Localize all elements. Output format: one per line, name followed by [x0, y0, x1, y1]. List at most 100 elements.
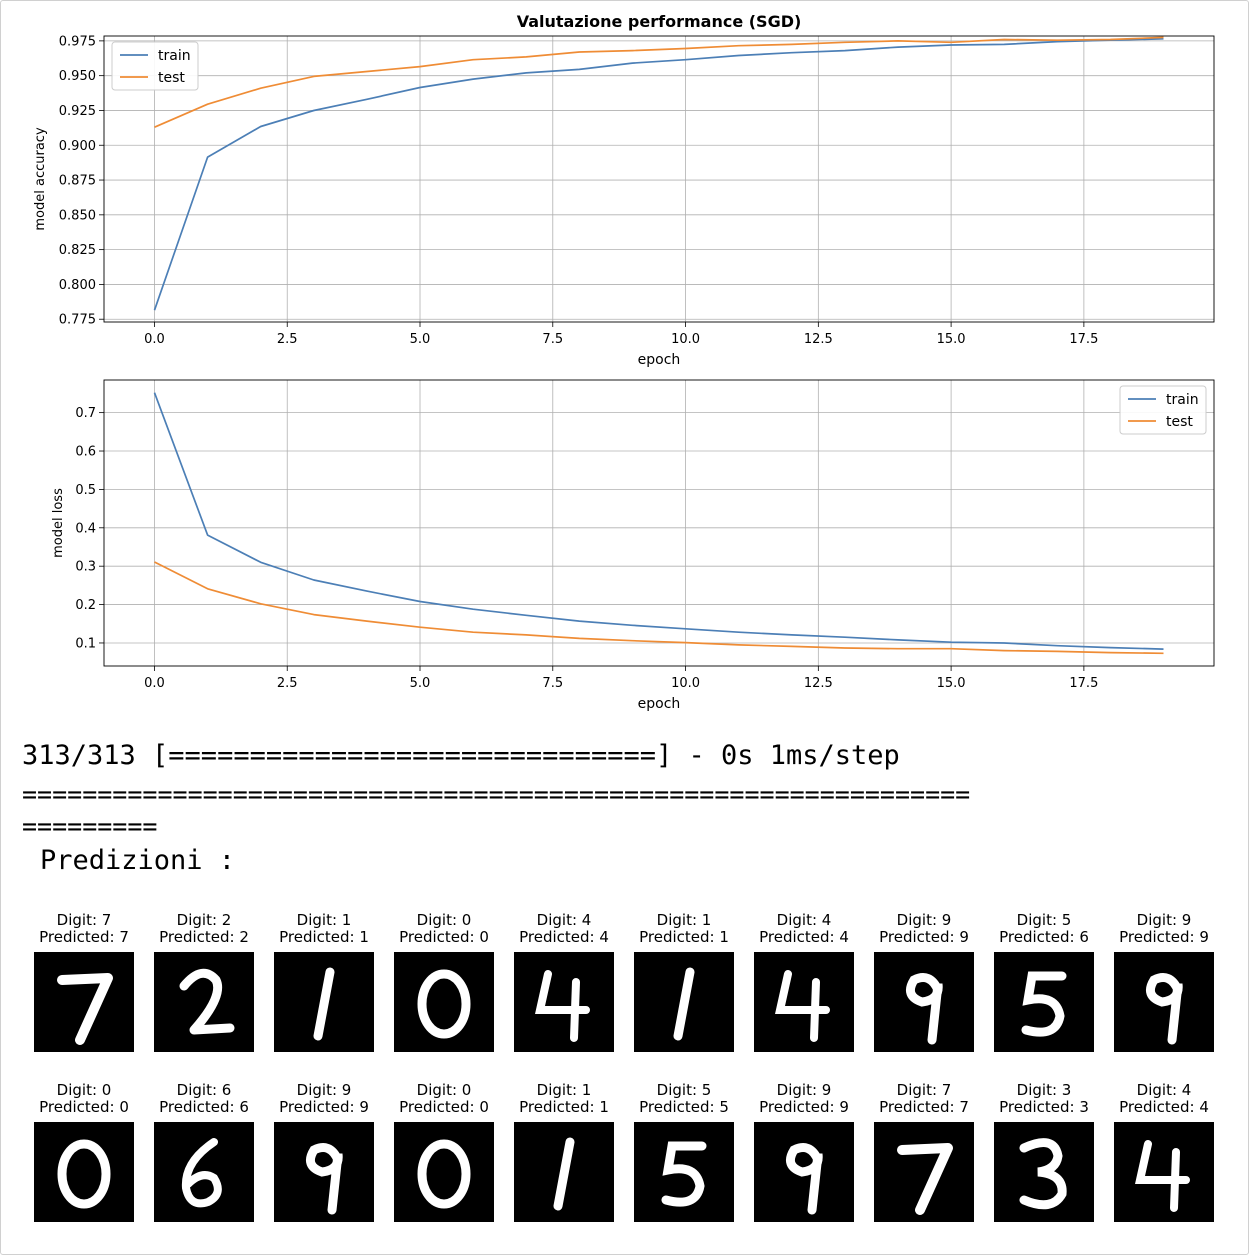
- predicted-label: Predicted: 4: [519, 928, 609, 946]
- digit-image: [874, 952, 974, 1052]
- legend: train test: [1119, 385, 1207, 435]
- predicted-label: Predicted: 4: [1119, 1098, 1209, 1116]
- prediction-cell: Digit: 1 Predicted: 1: [624, 912, 744, 946]
- x-tick-label: 15.0: [937, 332, 966, 347]
- predictions-heading: Predizioni :: [40, 845, 236, 876]
- legend-label-train: train: [158, 48, 191, 64]
- digit-label: Digit: 0: [56, 1081, 112, 1099]
- predicted-label: Predicted: 9: [879, 928, 969, 946]
- digit-image: [994, 952, 1094, 1052]
- predicted-label: Predicted: 6: [159, 1098, 249, 1116]
- predicted-label: Predicted: 1: [519, 1098, 609, 1116]
- x-tick-label: 7.5: [542, 332, 563, 347]
- digit-label: Digit: 9: [896, 911, 952, 929]
- digit-image: [994, 1122, 1094, 1222]
- digit-label: Digit: 4: [536, 911, 592, 929]
- x-tick-label: 7.5: [542, 676, 563, 691]
- digit-label: Digit: 4: [1136, 1081, 1192, 1099]
- prediction-cell: Digit: 7 Predicted: 7: [864, 1082, 984, 1116]
- digit-image: [154, 952, 254, 1052]
- digit-image: [754, 1122, 854, 1222]
- digit-image: [1114, 1122, 1214, 1222]
- y-axis-label: model accuracy: [33, 127, 48, 231]
- digit-image: [874, 1122, 974, 1222]
- digit-image: [34, 1122, 134, 1222]
- legend-box: [111, 41, 199, 91]
- digit-label: Digit: 2: [176, 911, 232, 929]
- chart-1: 0.0 2.5 5.0 7.5 10.0 12.5 15.0 17.5 0.775 0.800 0.…: [33, 12, 1215, 368]
- plot-frame: [103, 379, 1215, 667]
- y-tick-label: 0.1: [75, 636, 96, 651]
- y-tick-label: 0.2: [75, 598, 96, 613]
- series-line-test: [154, 36, 1164, 128]
- predicted-label: Predicted: 1: [639, 928, 729, 946]
- y-tick-label: 0.7: [75, 406, 96, 421]
- digit-label: Digit: 0: [416, 1081, 472, 1099]
- predicted-label: Predicted: 9: [759, 1098, 849, 1116]
- predicted-label: Predicted: 9: [1119, 928, 1209, 946]
- digit-label: Digit: 0: [416, 911, 472, 929]
- x-tick-label: 10.0: [671, 676, 700, 691]
- y-tick-label: 0.900: [59, 139, 96, 154]
- predicted-label: Predicted: 2: [159, 928, 249, 946]
- legend-box: [1119, 385, 1207, 435]
- digit-label: Digit: 1: [536, 1081, 592, 1099]
- digit-label: Digit: 1: [296, 911, 352, 929]
- predicted-label: Predicted: 0: [399, 928, 489, 946]
- x-tick-label: 5.0: [410, 676, 431, 691]
- x-tick-label: 17.5: [1069, 676, 1098, 691]
- digit-image: [754, 952, 854, 1052]
- predicted-label: Predicted: 4: [759, 928, 849, 946]
- predicted-label: Predicted: 5: [639, 1098, 729, 1116]
- y-tick-label: 0.850: [59, 208, 96, 223]
- legend-label-test: test: [1166, 414, 1193, 430]
- y-tick-label: 0.975: [59, 34, 96, 49]
- x-tick-label: 10.0: [671, 332, 700, 347]
- predicted-label: Predicted: 9: [279, 1098, 369, 1116]
- prediction-cell: Digit: 9 Predicted: 9: [1104, 912, 1224, 946]
- x-axis-label: epoch: [638, 352, 681, 368]
- prediction-cell: Digit: 2 Predicted: 2: [144, 912, 264, 946]
- legend-label-train: train: [1166, 392, 1199, 408]
- prediction-cell: Digit: 0 Predicted: 0: [24, 1082, 144, 1116]
- y-tick-label: 0.825: [59, 243, 96, 258]
- y-tick-label: 0.4: [75, 521, 96, 536]
- predicted-label: Predicted: 6: [999, 928, 1089, 946]
- predicted-label: Predicted: 3: [999, 1098, 1089, 1116]
- digit-image: [1114, 952, 1214, 1052]
- digit-label: Digit: 4: [776, 911, 832, 929]
- separator-line-continued: =========: [22, 812, 158, 841]
- digit-label: Digit: 1: [656, 911, 712, 929]
- x-tick-label: 0.0: [144, 332, 165, 347]
- digit-image: [274, 952, 374, 1052]
- series-line-train: [153, 392, 1164, 650]
- y-tick-label: 0.6: [75, 445, 96, 460]
- x-tick-label: 2.5: [277, 332, 298, 347]
- legend: train test: [111, 41, 199, 91]
- digit-label: Digit: 5: [1016, 911, 1072, 929]
- x-tick-label: 12.5: [804, 332, 833, 347]
- prediction-cell: Digit: 6 Predicted: 6: [144, 1082, 264, 1116]
- prediction-cell: Digit: 4 Predicted: 4: [1104, 1082, 1224, 1116]
- predicted-label: Predicted: 0: [39, 1098, 129, 1116]
- series-line-test: [154, 561, 1164, 655]
- digit-label: Digit: 9: [296, 1081, 352, 1099]
- digit-label: Digit: 5: [656, 1081, 712, 1099]
- predicted-label: Predicted: 0: [399, 1098, 489, 1116]
- predicted-label: Predicted: 7: [39, 928, 129, 946]
- prediction-cell: Digit: 1 Predicted: 1: [264, 912, 384, 946]
- predicted-label: Predicted: 7: [879, 1098, 969, 1116]
- plot-frame: [103, 35, 1215, 323]
- x-tick-label: 5.0: [410, 332, 431, 347]
- digit-label: Digit: 9: [1136, 911, 1192, 929]
- x-tick-label: 0.0: [144, 676, 165, 691]
- prediction-cell: Digit: 0 Predicted: 0: [384, 1082, 504, 1116]
- prediction-cell: Digit: 9 Predicted: 9: [864, 912, 984, 946]
- digit-image: [34, 952, 134, 1052]
- digit-image: [514, 952, 614, 1052]
- y-tick-label: 0.3: [75, 560, 96, 575]
- digit-image: [394, 1122, 494, 1222]
- prediction-cell: Digit: 7 Predicted: 7: [24, 912, 144, 946]
- y-tick-label: 0.775: [59, 313, 96, 328]
- y-tick-label: 0.5: [75, 483, 96, 498]
